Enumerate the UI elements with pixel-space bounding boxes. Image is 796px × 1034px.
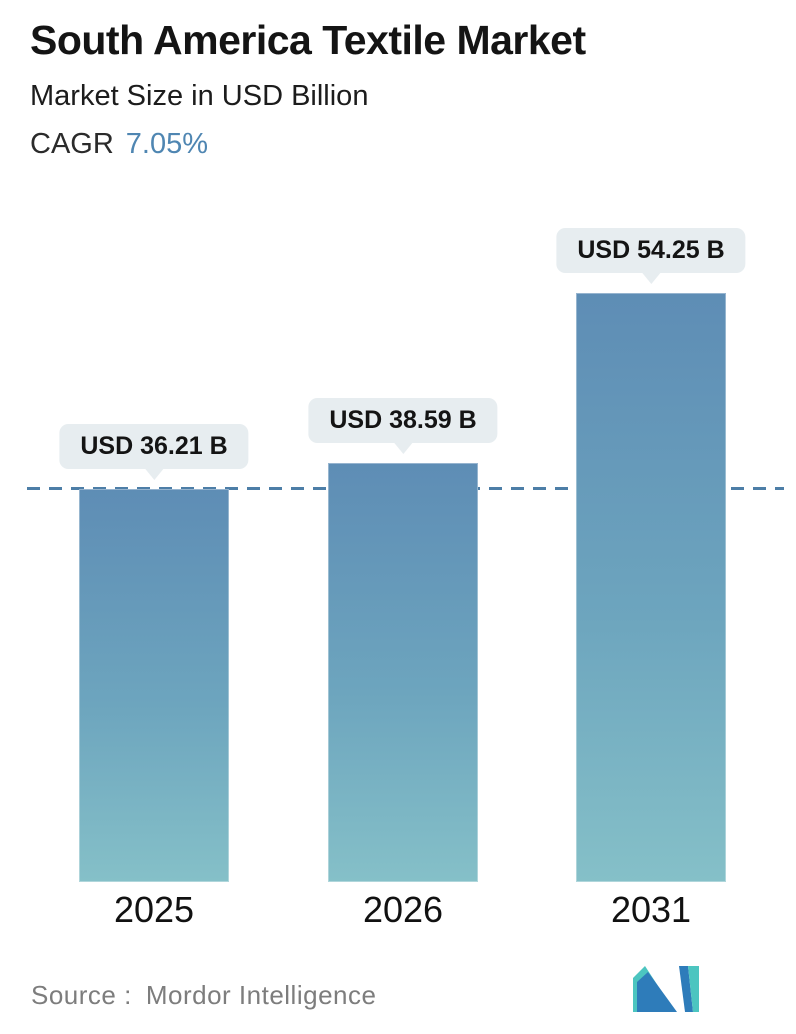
value-label-2031: USD 54.25 B (556, 228, 746, 273)
x-tick-2031: 2031 (610, 889, 692, 930)
mordor-intelligence-logo (633, 966, 699, 1012)
page-title: South America Textile Market (30, 17, 586, 63)
logo-teal-right (688, 966, 699, 1012)
bar-2025 (79, 489, 229, 882)
logo-blue-right (679, 966, 693, 1012)
cagr-label: CAGR (30, 128, 114, 161)
source-value: Mordor Intelligence (145, 980, 377, 1010)
cagr-row: CAGR 7.05% (30, 128, 586, 161)
cagr-value: 7.05% (125, 128, 209, 161)
bar-2026 (328, 463, 478, 882)
source-line: Source : Mordor Intelligence (31, 980, 376, 1011)
x-tick-2025: 2025 (113, 889, 195, 930)
logo-blue-left (637, 972, 677, 1012)
x-tick-2026: 2026 (362, 889, 444, 930)
chart-subtitle: Market Size in USD Billion (30, 80, 369, 113)
chart-header: South America Textile Market Market Size… (30, 17, 586, 161)
bar-2031 (576, 293, 726, 882)
value-label-2025: USD 36.21 B (59, 424, 249, 469)
source-label: Source : (31, 980, 132, 1010)
value-label-2026: USD 38.59 B (308, 398, 498, 443)
